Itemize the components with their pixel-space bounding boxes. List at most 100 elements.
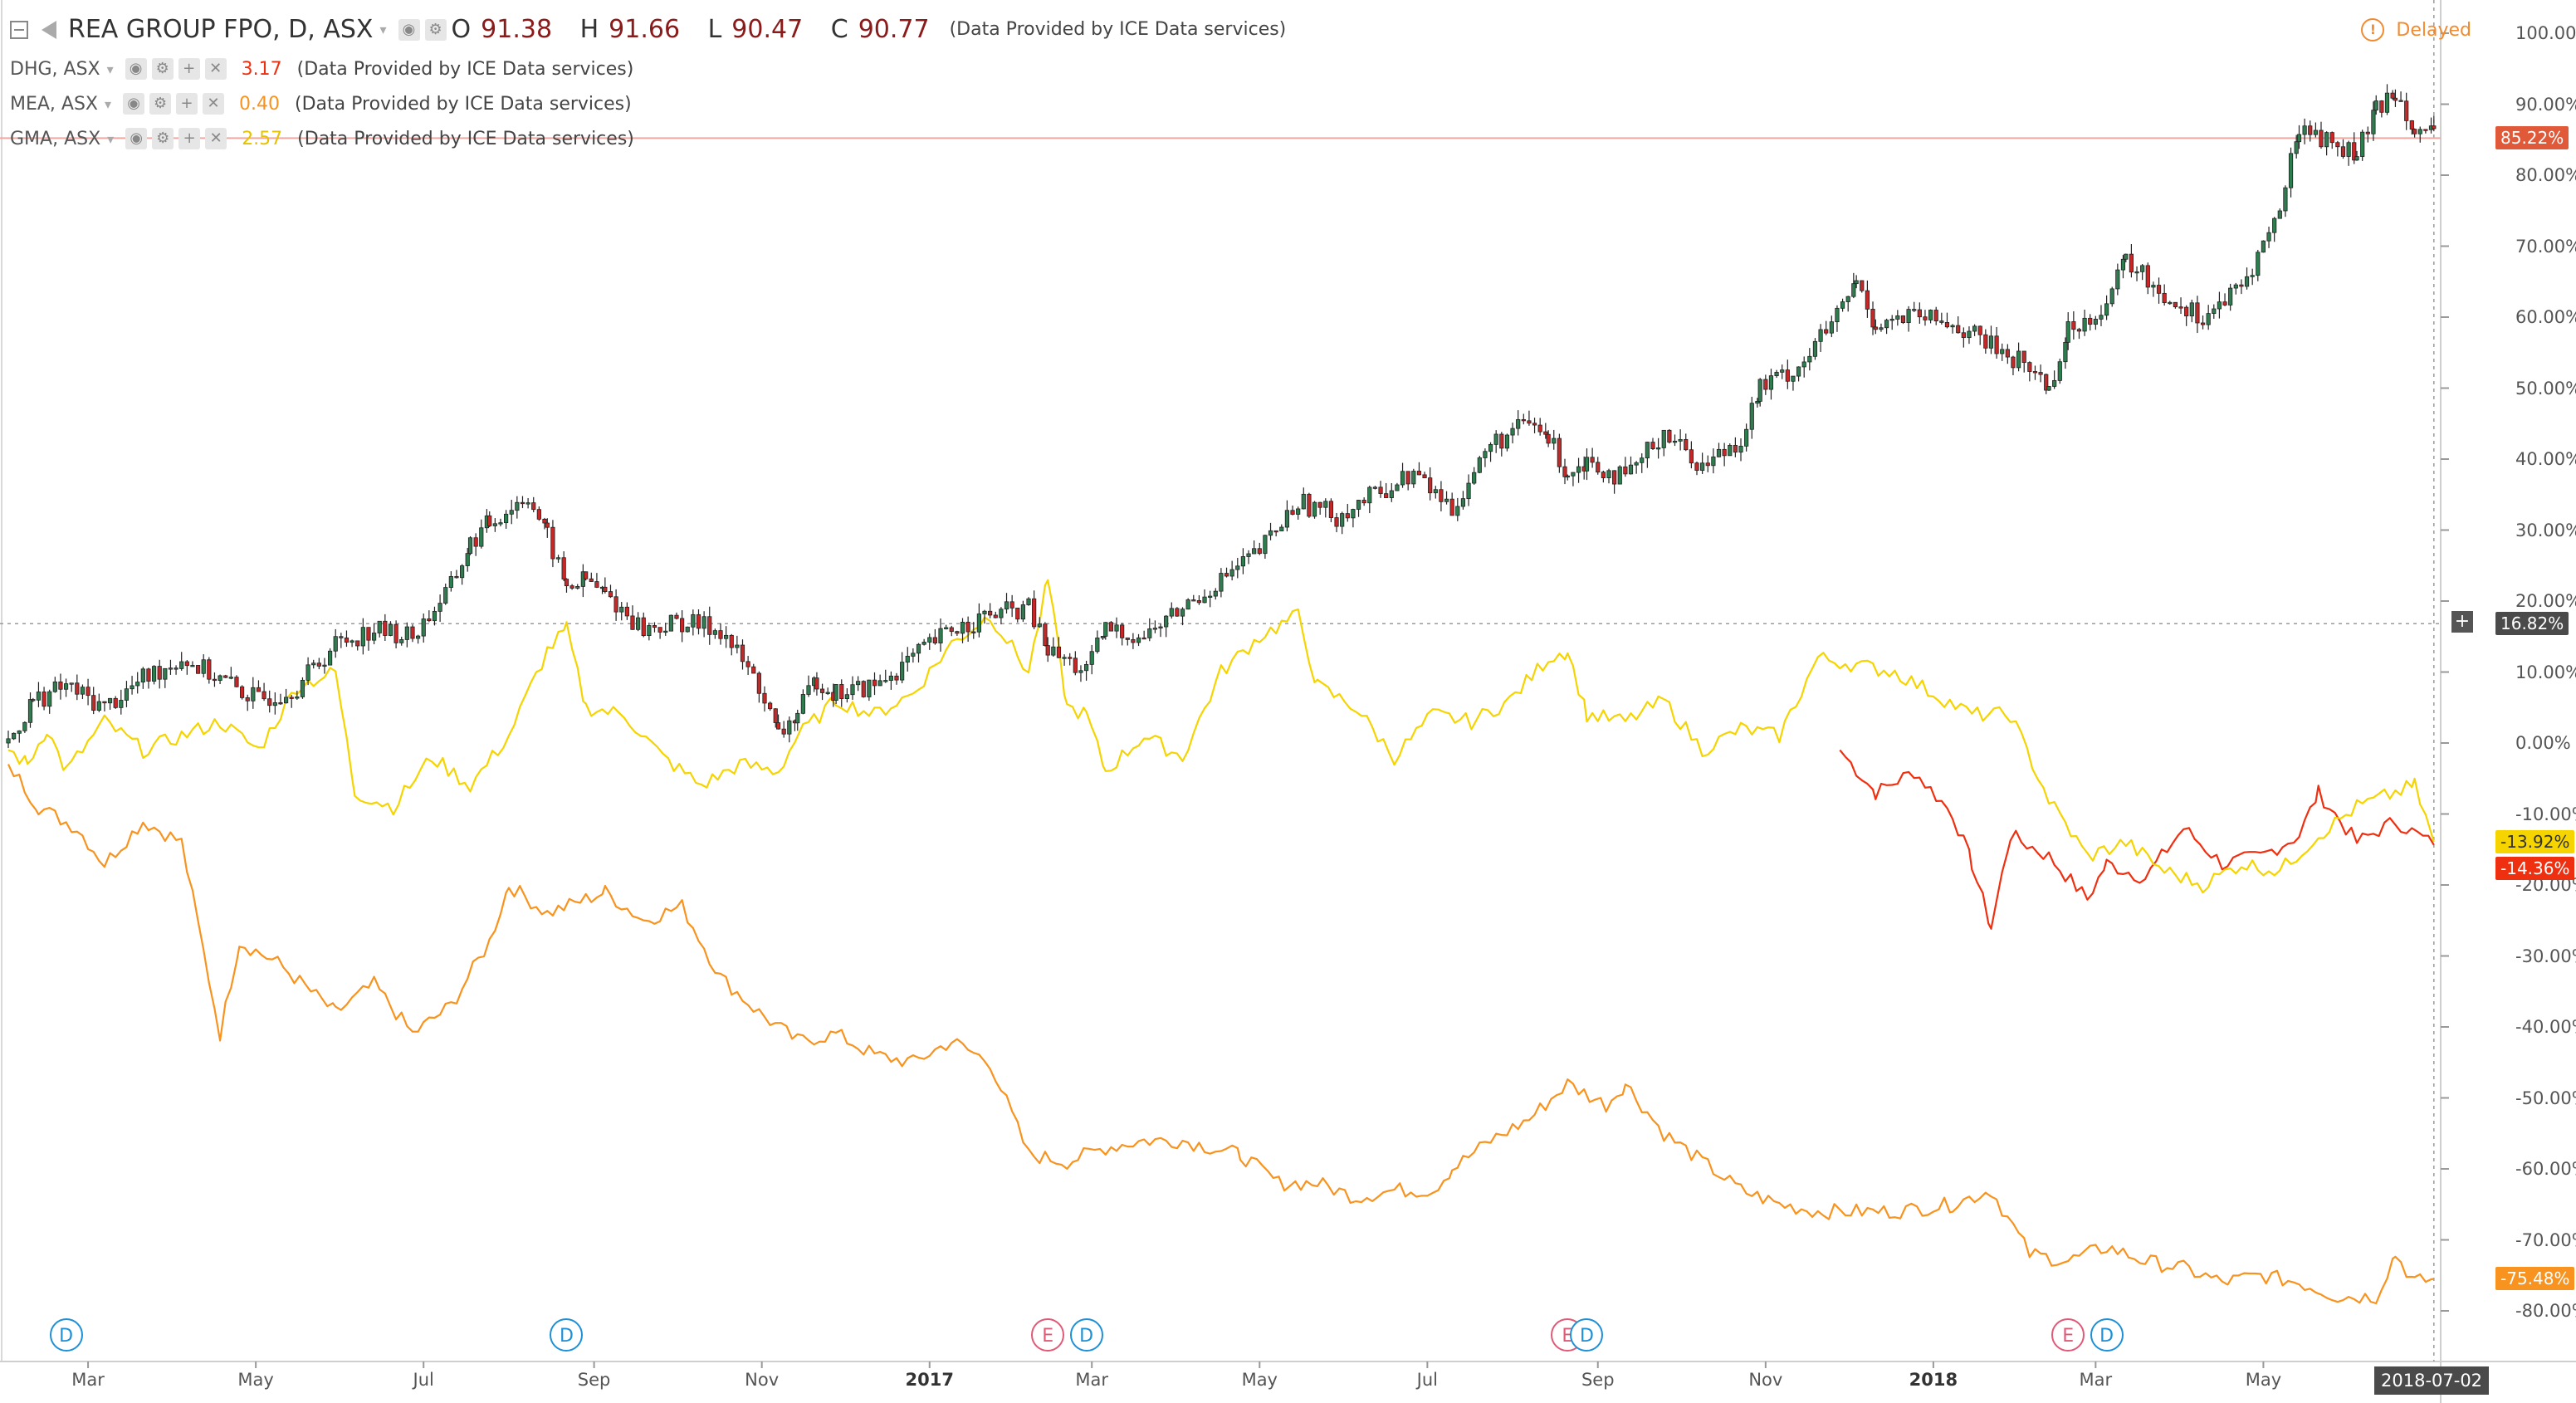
candle-body [1606, 470, 1611, 478]
candle-body [140, 668, 145, 682]
candle-body [1246, 553, 1251, 557]
crosshair-plus-icon[interactable]: + [2451, 611, 2473, 633]
candle-body [674, 614, 679, 619]
candle-body [1235, 565, 1240, 570]
dividend-event-marker[interactable]: D [550, 1318, 584, 1352]
candle-body [1565, 475, 1570, 478]
candle-body [1078, 670, 1083, 673]
candle-body [404, 626, 409, 640]
candle-body [762, 692, 767, 704]
candle-body [525, 502, 530, 505]
candle-body [520, 501, 525, 505]
chevron-down-icon[interactable]: ▾ [107, 130, 115, 147]
compare-symbol[interactable]: MEA, ASX [10, 93, 99, 115]
x-tick-label: Mar [2079, 1370, 2113, 1390]
main-symbol[interactable]: REA GROUP FPO, D, ASX [68, 15, 374, 44]
chevron-down-icon[interactable]: ▾ [379, 22, 387, 37]
candle-body [1367, 486, 1372, 504]
y-tick-label: 50.00% [2515, 378, 2576, 398]
series-line-dhg [1839, 749, 2435, 930]
candle-body [1640, 457, 1645, 463]
settings-icon[interactable]: ⚙ [152, 128, 174, 149]
candle-body [2417, 129, 2422, 134]
candle-body [1562, 466, 1567, 477]
candle-body [1416, 471, 1422, 476]
candle-body [825, 692, 830, 694]
dividend-event-marker[interactable]: D [1570, 1318, 1604, 1352]
eye-icon[interactable]: ◉ [125, 128, 148, 149]
x-tick-label: Mar [71, 1370, 105, 1390]
candle-body [1372, 486, 1378, 489]
candle-body [2272, 218, 2277, 233]
candle-body [971, 631, 976, 633]
candle-body [2379, 100, 2384, 113]
candle-body [388, 623, 393, 636]
candle-body [316, 662, 321, 667]
compare-legend-dhg[interactable]: DHG, ASX ▾ ◉ ⚙ + ✕ 3.17 (Data Provided b… [10, 58, 633, 80]
eye-icon[interactable]: ◉ [398, 18, 420, 41]
low-value: 90.47 [731, 15, 804, 44]
candle-body [157, 666, 162, 680]
delayed-indicator[interactable]: ! Delayed [2361, 18, 2471, 42]
y-tick-label: -40.00% [2515, 1017, 2576, 1037]
compare-symbol[interactable]: GMA, ASX [10, 128, 101, 149]
candle-body [2250, 275, 2255, 277]
close-icon[interactable]: ✕ [205, 128, 227, 149]
candle-body [561, 557, 566, 579]
flag-icon[interactable] [42, 20, 56, 39]
collapse-icon[interactable] [10, 20, 28, 39]
candle-body [1284, 510, 1290, 528]
candle-body [113, 697, 118, 708]
candle-body [1037, 623, 1042, 628]
main-series-legend[interactable]: REA GROUP FPO, D, ASX ▾ ◉ ⚙ O 91.38 H 91.6… [10, 15, 1286, 44]
add-icon[interactable]: + [178, 58, 200, 80]
chevron-down-icon[interactable]: ▾ [105, 95, 112, 112]
candle-body [751, 666, 756, 674]
candle-body [349, 640, 354, 643]
candle-body [1749, 403, 1754, 430]
eye-icon[interactable]: ◉ [123, 93, 145, 115]
candle-body [2222, 301, 2227, 306]
candle-body [207, 659, 212, 680]
candle-body [1656, 447, 1661, 450]
candle-body [569, 585, 574, 589]
candle-body [2409, 120, 2414, 130]
candle-body [1796, 366, 1801, 377]
compare-symbol[interactable]: DHG, ASX [10, 58, 100, 80]
candle-body [1774, 371, 1779, 377]
candle-body [613, 596, 618, 613]
dividend-event-marker[interactable]: D [49, 1318, 83, 1352]
earnings-event-marker[interactable]: E [1031, 1318, 1065, 1352]
x-tick-label: Nov [745, 1370, 780, 1390]
compare-legend-mea[interactable]: MEA, ASX ▾ ◉ ⚙ + ✕ 0.40 (Data Provided b… [10, 93, 632, 115]
earnings-event-marker[interactable]: E [2051, 1318, 2085, 1352]
dividend-event-marker[interactable]: D [1069, 1318, 1103, 1352]
settings-icon[interactable]: ⚙ [151, 58, 174, 80]
x-tick-label: 2017 [905, 1370, 954, 1390]
close-icon[interactable]: ✕ [203, 93, 225, 115]
eye-icon[interactable]: ◉ [125, 58, 147, 80]
add-icon[interactable]: + [178, 128, 201, 149]
settings-icon[interactable]: ⚙ [149, 93, 172, 115]
dividend-event-marker[interactable]: D [2090, 1318, 2124, 1352]
settings-icon[interactable]: ⚙ [424, 18, 447, 41]
candle-body [2217, 301, 2222, 310]
candle-body [2005, 349, 2010, 358]
candle-body [383, 620, 388, 636]
candle-body [1051, 646, 1056, 656]
add-icon[interactable]: + [176, 93, 198, 115]
chevron-down-icon[interactable]: ▾ [106, 61, 114, 77]
close-icon[interactable]: ✕ [204, 58, 227, 80]
candle-body [366, 627, 371, 641]
candle-body [960, 622, 965, 634]
candle-body [2365, 131, 2370, 134]
candle-body [1493, 433, 1498, 445]
candle-body [2184, 306, 2189, 317]
candle-body [2266, 232, 2271, 242]
candle-body [2373, 100, 2378, 111]
candle-body [2052, 379, 2057, 387]
candle-body [1645, 442, 1650, 459]
compare-legend-gma[interactable]: GMA, ASX ▾ ◉ ⚙ + ✕ 2.57 (Data Provided b… [10, 128, 634, 149]
